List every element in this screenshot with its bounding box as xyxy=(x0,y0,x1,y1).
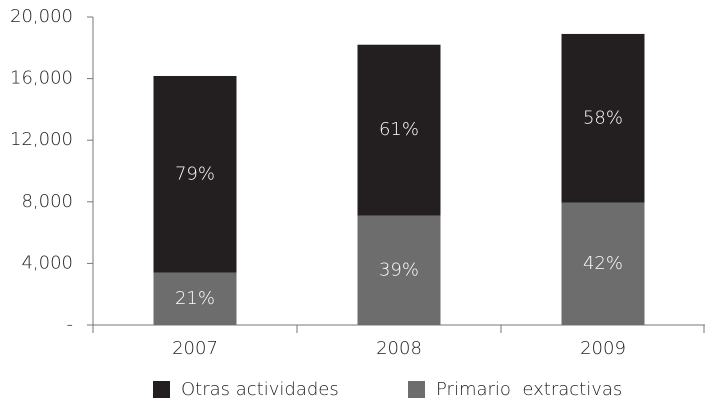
y-tick-label: 16,000 xyxy=(10,68,73,89)
legend-label: Primario extractivas xyxy=(436,379,622,400)
y-tick-label: 4,000 xyxy=(21,252,73,273)
bar-label: 61% xyxy=(379,119,419,140)
bar-segment xyxy=(561,33,645,203)
x-tick-label: 2009 xyxy=(580,338,626,359)
legend-swatch xyxy=(408,381,425,398)
x-tick-label: 2008 xyxy=(376,338,422,359)
bar-label: 79% xyxy=(175,163,215,184)
bar-label: 42% xyxy=(583,253,623,274)
bar-segment xyxy=(153,272,237,325)
legend-label: Otras actividades xyxy=(181,379,339,400)
y-tick-label: 8,000 xyxy=(21,191,73,212)
bar-segment xyxy=(357,215,441,325)
bar-label: 58% xyxy=(583,107,623,128)
legend-swatch xyxy=(153,381,170,398)
y-tick-label: 12,000 xyxy=(10,129,73,150)
bar-segment xyxy=(561,202,645,325)
y-tick-label: 20,000 xyxy=(10,6,73,27)
bar-segment xyxy=(357,44,441,216)
bar-segment xyxy=(153,75,237,273)
bar-label: 21% xyxy=(175,288,215,309)
y-tick-label: - xyxy=(67,314,74,335)
x-tick-label: 2007 xyxy=(172,338,218,359)
bar-label: 39% xyxy=(379,259,419,280)
